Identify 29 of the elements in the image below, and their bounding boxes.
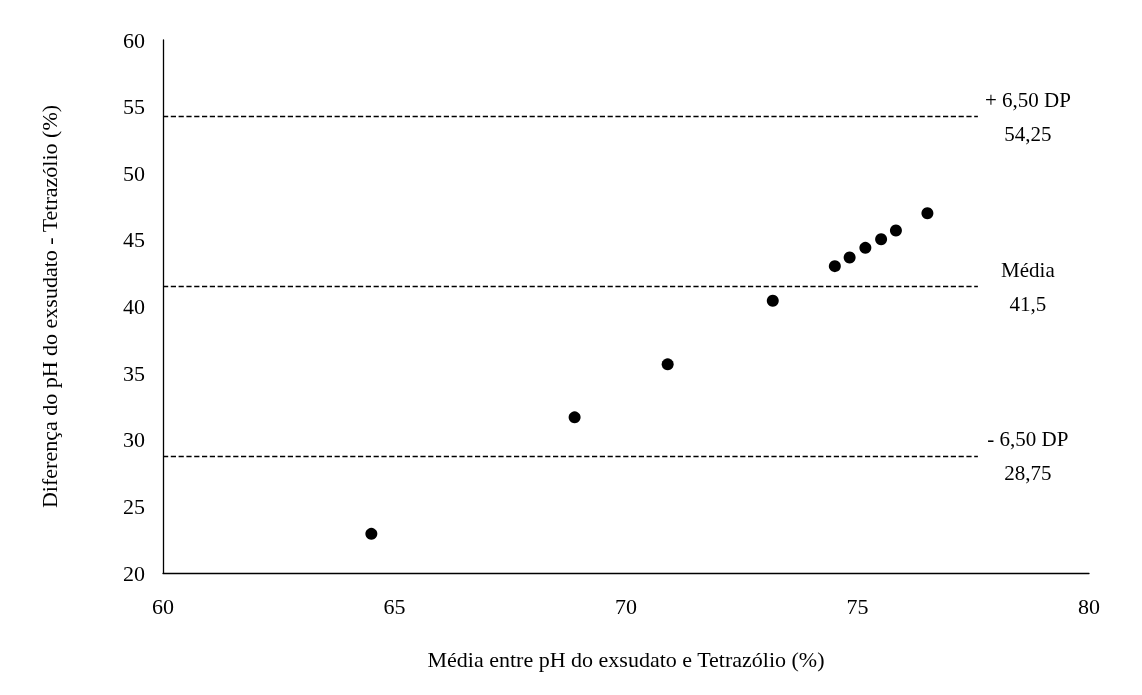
y-tick-label: 25 <box>123 493 145 519</box>
y-tick-label: 35 <box>123 360 145 386</box>
point <box>766 294 779 307</box>
point <box>859 241 872 254</box>
y-tick-label: 50 <box>123 160 145 186</box>
x-tick-label: 70 <box>615 593 637 619</box>
y-tick-label: 60 <box>123 27 145 53</box>
y-tick-label: 40 <box>123 294 145 319</box>
point <box>843 251 856 264</box>
x-tick-label: 60 <box>152 593 174 619</box>
ref-line-label: - 6,50 DP 28,75 <box>987 427 1069 486</box>
point <box>875 233 888 246</box>
x-axis-title: Média entre pH do exsudato e Tetrazólio (%) <box>427 646 825 672</box>
x-tick-label: 75 <box>846 593 869 619</box>
ref-line-label: + 6,50 DP 54,25 <box>984 87 1071 146</box>
x-tick-label: 65 <box>383 593 406 619</box>
point <box>568 411 581 424</box>
point <box>661 358 674 371</box>
y-tick-label: 45 <box>123 227 145 253</box>
x-tick-label: 80 <box>1078 593 1100 619</box>
point <box>921 207 934 220</box>
point <box>889 224 902 237</box>
ref-line-label: Média 41,5 <box>1001 257 1056 316</box>
y-tick-label: 30 <box>123 427 145 453</box>
y-tick-label: 20 <box>123 560 145 586</box>
y-axis-title: Diferença do pH do exsudato - Tetrazólio (%) <box>36 104 62 509</box>
y-tick-label: 55 <box>123 94 145 120</box>
point <box>828 260 841 273</box>
point <box>365 527 378 540</box>
